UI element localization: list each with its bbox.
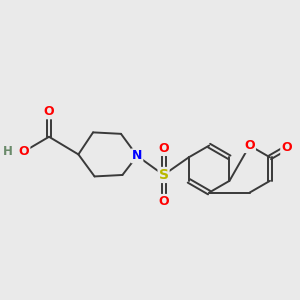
Text: O: O (158, 195, 169, 208)
Text: O: O (19, 145, 29, 158)
Text: S: S (159, 168, 169, 182)
Text: O: O (158, 142, 169, 155)
Text: H: H (3, 145, 13, 158)
Text: O: O (244, 139, 255, 152)
Text: N: N (132, 149, 142, 162)
Text: O: O (44, 105, 54, 118)
Text: O: O (281, 141, 292, 154)
